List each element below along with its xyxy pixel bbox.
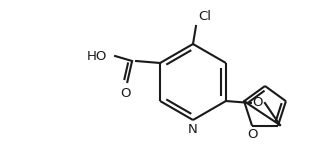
Text: N: N: [188, 123, 198, 136]
Text: HO: HO: [87, 50, 107, 62]
Text: Cl: Cl: [198, 10, 211, 23]
Text: O: O: [247, 128, 257, 141]
Text: O: O: [120, 87, 130, 100]
Text: O: O: [253, 97, 263, 109]
